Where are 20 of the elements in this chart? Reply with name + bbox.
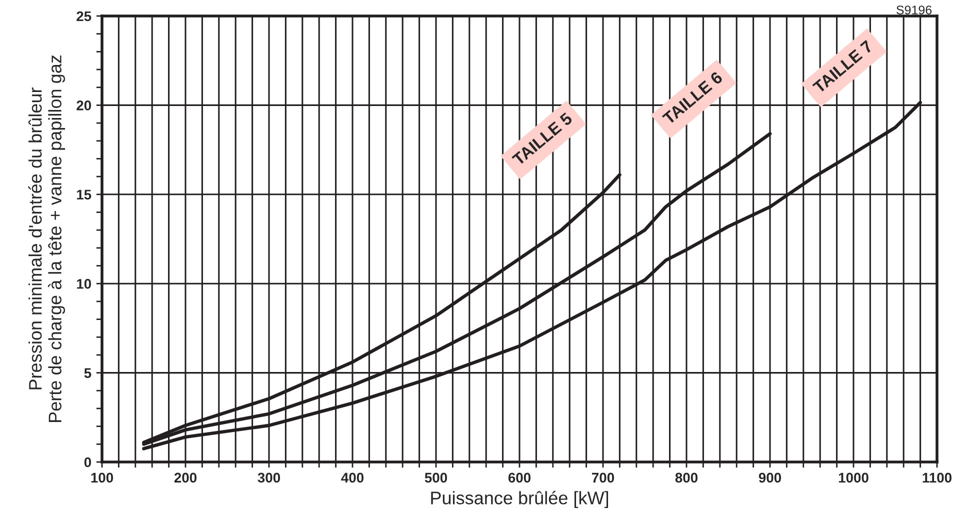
x-tick-label: 100	[91, 472, 114, 483]
x-tick-label: 1100	[922, 472, 952, 483]
text: S9196	[896, 6, 932, 14]
y-tick-label: 5	[84, 368, 92, 378]
x-axis-title: Puissance brûlée [kW]	[431, 490, 608, 508]
x-tick-label: 200	[174, 472, 197, 483]
x-tick-label: 500	[424, 472, 448, 483]
x-tick-label: 300	[258, 472, 280, 483]
y-tick-label: 0	[84, 457, 92, 468]
y-axis-title: Pression minimale d'entrée du brûleur Perte de charge à la tête + vanne papillon gaz	[28, 55, 66, 422]
x-tick-label: 400	[341, 472, 364, 483]
y-tick-label: 15	[77, 190, 92, 200]
y-tick-label: 10	[77, 278, 92, 289]
x-tick-label: 1000	[838, 472, 868, 483]
x-tick-label: 800	[675, 472, 698, 483]
y-tick-label: 25	[76, 11, 92, 22]
x-tick-label: 900	[758, 472, 782, 483]
x-tick-label: 700	[592, 472, 614, 483]
y-tick-label: 20	[76, 100, 92, 110]
x-tick-label: 600	[508, 472, 531, 483]
